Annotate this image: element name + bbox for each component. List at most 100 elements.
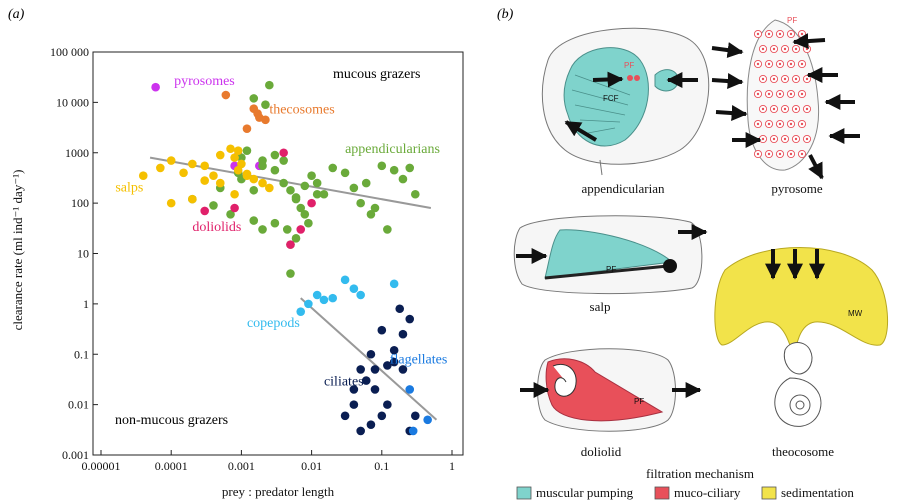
point-flagellates [405,385,415,394]
appendicularian-illustration: PF FCF appendicularian [541,27,710,196]
point-appendicularians [286,269,295,278]
point-salps [200,176,209,185]
pyrosome-zooid-core [767,152,771,156]
pyrosome-zooid-core [772,77,776,81]
pyrosome-zooid-core [800,62,804,66]
point-ciliates [366,420,376,429]
point-ciliates [398,329,408,339]
pf-tag-pyrosome: PF [787,16,797,25]
point-ciliates [410,411,420,421]
point-thecosomes [221,90,231,100]
pyrosome-zooid-core [772,47,776,51]
point-appendicularians [340,168,350,178]
point-thecosomes [261,115,270,125]
doliolid-illustration: PF doliolid [520,348,702,459]
point-salps [265,183,274,193]
pyrosome-zooid-core [805,107,809,111]
point-appendicularians [383,225,392,234]
pyrosome-zooid-core [789,152,793,156]
point-pyrosomes [151,82,160,92]
point-ciliates [349,400,359,409]
filtration-legend: filtration mechanism muscular pumping mu… [516,466,854,500]
pf-tag-appendicularian: PF [624,61,634,70]
x-axis-title: prey : predator length [222,484,335,499]
point-appendicularians [282,225,292,234]
series-label-salps: salps [115,181,143,196]
point-salps [258,178,267,188]
point-salps [179,168,188,178]
pyrosome-zooid-core [800,122,804,126]
series-label-ciliates: ciliates [324,374,364,389]
pyrosome-zooid-core [783,137,787,141]
pyrosome-label: pyrosome [771,181,823,196]
point-ciliates [356,426,365,436]
pyrosome-zooid-core [800,32,804,36]
pyrosome-illustration: PF pyrosome [711,16,860,196]
point-doliolids [307,198,316,208]
regression-lines [149,156,438,421]
theocosome-illustration: MW theocosome [714,247,889,459]
point-appendicularians [226,210,235,219]
point-appendicularians [249,94,259,103]
pyrosome-zooid-core [794,107,798,111]
pyrosome-zooid-core [783,107,787,111]
point-copepods [296,307,306,316]
point-salps [156,163,165,173]
point-copepods [356,290,365,300]
point-ciliates [340,411,350,421]
point-appendicularians [356,198,365,208]
point-appendicularians [270,218,280,228]
panel-a-label: (a) [8,7,25,22]
pyrosome-zooid-core [756,122,760,126]
y-tick-label: 0.01 [68,398,89,412]
point-copepods [349,284,359,294]
doliolid-label: doliolid [581,444,622,459]
point-appendicularians [249,185,259,195]
pyrosome-zooid-core [805,137,809,141]
pyrosome-zooid-core [778,152,782,156]
pyrosome-zooid-core [756,62,760,66]
legend-item-mucociliary: muco-ciliary [674,485,741,500]
legend-swatch-mucociliary [654,486,670,500]
point-salps [233,146,243,155]
theocosome-label: theocosome [772,444,834,459]
point-salps [242,169,252,179]
pf-tag-doliolid: PF [634,397,644,406]
x-tick-label: 0.001 [228,459,255,473]
point-ciliates [370,385,380,394]
point-salps [138,171,148,181]
pyrosome-zooid-core [767,32,771,36]
pyrosome-zooid-core [794,77,798,81]
point-flagellates [408,426,418,436]
point-ciliates [395,304,405,314]
point-salps [209,171,218,181]
pyrosome-zooid-core [772,107,776,111]
regression-line [300,297,438,421]
y-tick-label: 0.001 [62,448,89,462]
salp-label: salp [590,299,611,314]
point-salps [215,150,225,160]
point-ciliates [389,345,399,355]
point-appendicularians [237,153,246,162]
pyrosome-zooid-core [800,152,804,156]
pyrosome-zooid-core [772,137,776,141]
appendicularian-label: appendicularian [581,181,665,196]
regression-line [149,156,432,209]
legend-swatch-sedimentation [761,486,777,500]
salp-illustration: PF salp [513,215,708,314]
point-ciliates [370,365,380,374]
point-ciliates [377,411,387,421]
point-appendicularians [361,178,371,188]
point-appendicularians [398,174,408,184]
point-salps [215,178,225,188]
legend-title: filtration mechanism [646,466,754,481]
point-salps [188,159,197,169]
series-label-pyrosomes: pyrosomes [174,74,235,89]
pyrosome-zooid-core [789,32,793,36]
point-flagellates [423,415,432,425]
point-copepods [389,279,399,289]
series-labels: pyrosomes thecosomes appendicularians salps… [115,74,447,389]
mw-tag: MW [848,309,863,318]
point-appendicularians [265,80,274,90]
point-appendicularians [296,203,306,213]
